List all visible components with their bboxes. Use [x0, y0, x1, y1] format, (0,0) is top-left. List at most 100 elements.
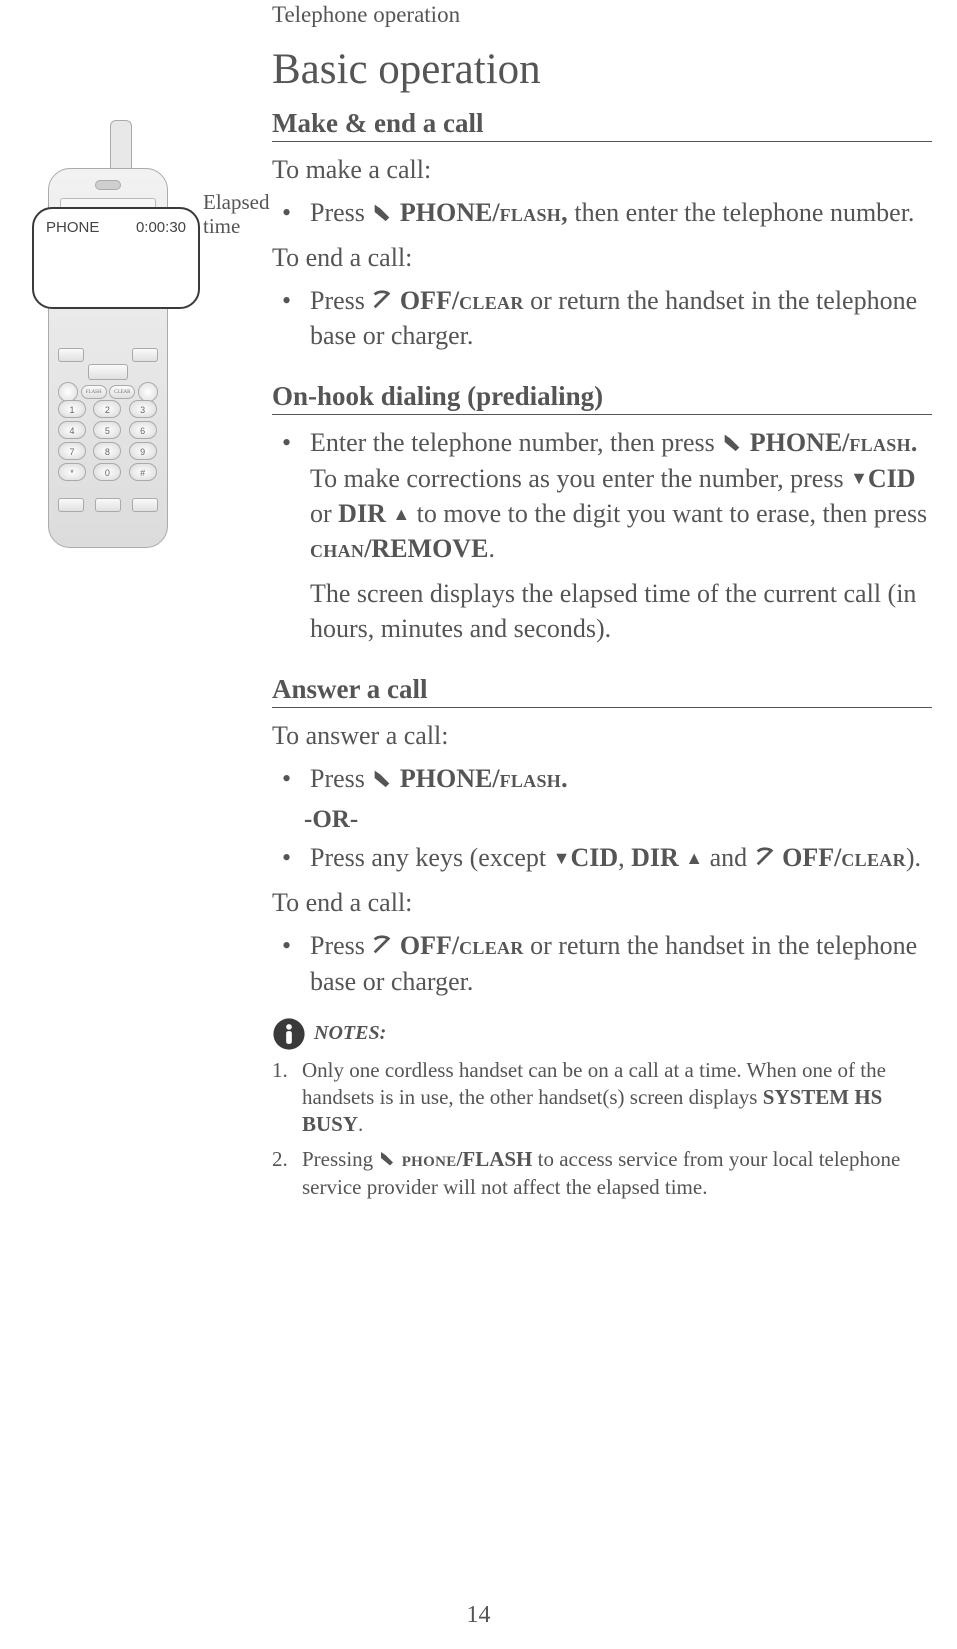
phone-down-icon	[378, 1149, 396, 1167]
dir-key-label: DIR	[338, 499, 386, 528]
nav-flash-label: FLASH	[81, 385, 107, 399]
text: To make corrections as you enter the num…	[310, 464, 850, 493]
text: ).	[906, 843, 921, 872]
text: Pressing	[302, 1147, 378, 1171]
text: Enter the telephone number, then press	[310, 428, 721, 457]
nav-cid-button	[58, 348, 84, 362]
bottom-btn-3	[132, 498, 158, 512]
phone-key-label: PHONE/	[750, 428, 850, 457]
handset-keypad: 1 2 3 4 5 6 7 8 9 * 0 #	[58, 400, 158, 481]
text: .	[358, 1112, 363, 1136]
dir-key-label: DIR	[631, 843, 679, 872]
nav-phone-button	[58, 382, 78, 402]
key-1: 1	[58, 400, 86, 418]
answer-bullet-1: Press PHONE/flash.	[272, 761, 932, 796]
notes-header: NOTES:	[272, 1017, 932, 1051]
key-6: 6	[129, 421, 157, 439]
text: .	[488, 534, 495, 563]
text: and	[710, 843, 754, 872]
text: to move to the digit you want to erase, …	[417, 499, 928, 528]
text: Press	[310, 286, 371, 315]
handset-bottom-row	[58, 498, 158, 512]
flash-key-label: flash.	[500, 764, 568, 793]
remove-key-label: /REMOVE	[364, 534, 488, 563]
text: ,	[618, 843, 631, 872]
text: Press	[310, 764, 371, 793]
main-content: Basic operation Make & end a call To mak…	[272, 45, 932, 1209]
key-8: 8	[93, 442, 121, 460]
text: Press any keys (except	[310, 843, 553, 872]
phone-down-icon	[371, 767, 393, 789]
phone-key-label: phone	[402, 1147, 457, 1171]
section-make-end-title: Make & end a call	[272, 108, 932, 142]
end-call-bullet-2: Press OFF/clear or return the handset in…	[272, 928, 932, 998]
bottom-btn-1	[58, 498, 84, 512]
cid-key-label: CID	[570, 843, 618, 872]
chapter-label: Telephone operation	[272, 2, 460, 28]
key-7: 7	[58, 442, 86, 460]
key-9: 9	[129, 442, 157, 460]
off-key-label: OFF/	[782, 843, 841, 872]
text: or	[310, 499, 338, 528]
clear-key-label: clear	[841, 843, 906, 872]
nav-clear-label: CLEAR	[109, 385, 135, 399]
phone-down-icon	[371, 201, 393, 223]
key-5: 5	[93, 421, 121, 439]
section-answer-title: Answer a call	[272, 674, 932, 708]
key-4: 4	[58, 421, 86, 439]
text: Press	[310, 931, 371, 960]
flash-key-label: flash.	[849, 428, 917, 457]
key-star: *	[58, 463, 86, 481]
off-key-label: OFF/	[400, 931, 459, 960]
triangle-down-icon: ▼	[850, 466, 868, 490]
notes-label: NOTES:	[314, 1022, 386, 1045]
off-slash-icon	[371, 289, 393, 311]
callout-elapsed-text: 0:00:30	[136, 219, 186, 236]
or-separator: -OR-	[272, 806, 932, 834]
cid-key-label: CID	[868, 464, 916, 493]
phone-down-icon	[721, 431, 743, 453]
to-make-label: To make a call:	[272, 152, 932, 187]
text: Press	[310, 198, 371, 227]
nav-off-button	[138, 382, 158, 402]
make-call-bullet: Press PHONE/flash, then enter the teleph…	[272, 195, 932, 230]
key-hash: #	[129, 463, 157, 481]
display-callout: PHONE 0:00:30	[32, 207, 200, 309]
key-2: 2	[93, 400, 121, 418]
end-call-bullet-1: Press OFF/clear or return the handset in…	[272, 283, 932, 353]
triangle-up-icon: ▲	[685, 846, 703, 870]
flash-key-label: /FLASH	[457, 1147, 533, 1171]
to-end-label-1: To end a call:	[272, 240, 932, 275]
phone-key-label: PHONE/	[400, 764, 500, 793]
triangle-down-icon: ▼	[553, 846, 571, 870]
predial-elapsed-note: The screen displays the elapsed time of …	[272, 576, 932, 646]
to-end-label-2: To end a call:	[272, 885, 932, 920]
predial-bullet: Enter the telephone number, then press P…	[272, 425, 932, 565]
chan-key-label: chan	[310, 534, 364, 563]
handset-nav: FLASH CLEAR	[58, 348, 158, 402]
text: then enter the telephone number.	[574, 198, 914, 227]
clear-key-label: clear	[459, 931, 524, 960]
info-icon	[272, 1017, 306, 1051]
off-key-label: OFF/	[400, 286, 459, 315]
flash-key-label: flash,	[500, 198, 568, 227]
answer-bullet-2: Press any keys (except ▼CID, DIR ▲ and O…	[272, 840, 932, 875]
off-slash-icon	[371, 934, 393, 956]
page-title: Basic operation	[272, 45, 932, 94]
off-slash-icon	[754, 846, 776, 868]
triangle-up-icon: ▲	[392, 502, 410, 526]
note-item-2: Pressing phone/FLASH to access service f…	[272, 1146, 932, 1201]
section-predial-title: On-hook dialing (predialing)	[272, 381, 932, 415]
clear-key-label: clear	[459, 286, 524, 315]
to-answer-label: To answer a call:	[272, 718, 932, 753]
page-number: 14	[467, 1602, 491, 1629]
nav-dir-button	[132, 348, 158, 362]
bottom-btn-2	[95, 498, 121, 512]
key-3: 3	[129, 400, 157, 418]
handset-illustration: FLASH CLEAR 1 2 3 4 5 6 7 8 9 * 0 # PHO	[28, 150, 248, 610]
notes-list: Only one cordless handset can be on a ca…	[272, 1057, 932, 1201]
nav-menu-button	[88, 364, 128, 380]
handset-earpiece	[95, 180, 121, 190]
note-item-1: Only one cordless handset can be on a ca…	[272, 1057, 932, 1139]
callout-phone-text: PHONE	[46, 219, 99, 236]
